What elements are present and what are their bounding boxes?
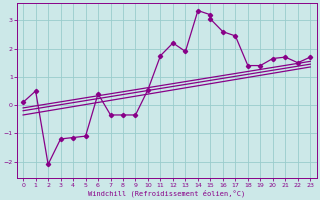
X-axis label: Windchill (Refroidissement éolien,°C): Windchill (Refroidissement éolien,°C) <box>88 189 245 197</box>
